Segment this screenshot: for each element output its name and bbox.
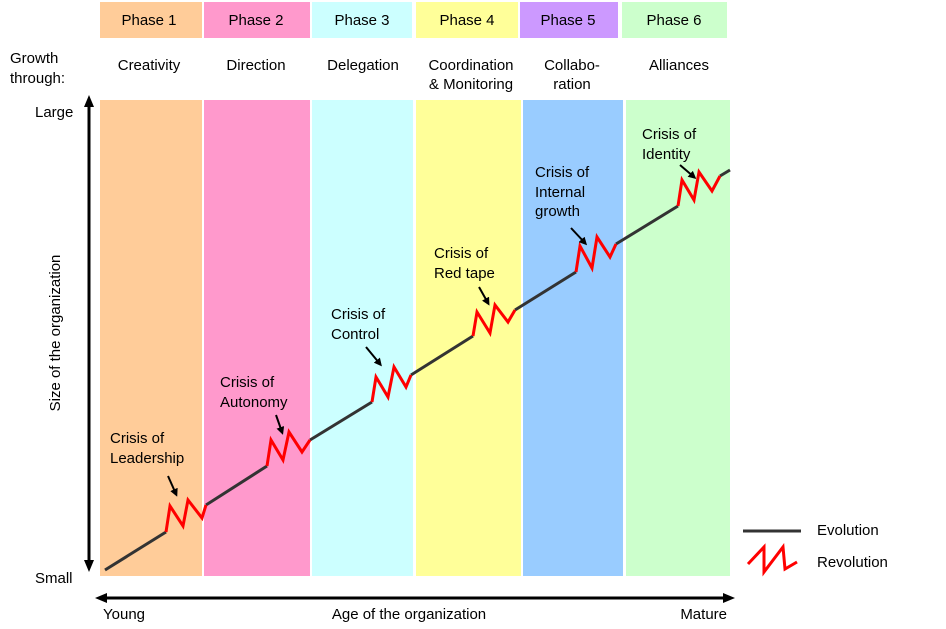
legend-evolution-label: Evolution: [817, 522, 879, 539]
arrow-icon: [365, 346, 382, 367]
arrow-right-icon: [723, 593, 735, 603]
growth-direction: Direction: [226, 57, 285, 74]
revolution-internal-growth: [574, 232, 618, 273]
crisis-internal-growth-1: Crisis of: [535, 164, 590, 181]
x-axis-right-label: Mature: [680, 606, 727, 623]
arrow-icon: [275, 414, 285, 435]
crisis-identity-1: Crisis of: [642, 126, 697, 143]
revolution-red-tape: [471, 301, 517, 338]
arrow-icon: [478, 286, 490, 306]
axis-arrowheads: [84, 95, 735, 603]
phase-6-band: [626, 100, 730, 576]
phase-2-label: Phase 2: [228, 12, 283, 29]
crisis-internal-growth-3: growth: [535, 203, 580, 220]
legend: Evolution Revolution: [743, 522, 888, 577]
crisis-leadership-2: Leadership: [110, 450, 184, 467]
growth-collaboration-1: Collabo-: [544, 57, 600, 74]
y-axis-top-label: Large: [35, 104, 73, 121]
phase-1-label: Phase 1: [121, 12, 176, 29]
crisis-labels: Crisis of Leadership Crisis of Autonomy …: [110, 126, 697, 467]
growth-coordination: Coordination: [428, 57, 513, 74]
revolution-control: [370, 362, 413, 403]
arrow-up-icon: [84, 95, 94, 107]
phase-5-label: Phase 5: [540, 12, 595, 29]
evolution-segment: [309, 400, 373, 442]
arrow-down-icon: [84, 560, 94, 572]
evolution-segment: [410, 334, 474, 377]
crisis-identity-2: Identity: [642, 146, 691, 163]
phase-1-header: [100, 2, 202, 38]
x-axis-label: Age of the organization: [332, 606, 486, 623]
phase-5-header: [520, 2, 618, 38]
crisis-internal-growth-2: Internal: [535, 184, 585, 201]
phase-2-header: [204, 2, 310, 38]
arrow-left-icon: [95, 593, 107, 603]
phase-3-header: [312, 2, 412, 38]
phase-6-header: [622, 2, 727, 38]
phase-bands: [100, 100, 730, 576]
phase-3-band: [312, 100, 413, 576]
growth-delegation: Delegation: [327, 57, 399, 74]
revolution-autonomy: [265, 428, 312, 467]
evolution-line: [104, 168, 731, 572]
evolution-segment: [514, 270, 577, 312]
crisis-red-tape-1: Crisis of: [434, 245, 489, 262]
growth-alliances: Alliances: [649, 57, 709, 74]
revolution-leadership: [164, 496, 208, 533]
growth-collaboration-2: ration: [553, 76, 591, 93]
evolution-segment: [615, 204, 679, 246]
growth-creativity: Creativity: [118, 57, 181, 74]
arrow-icon: [570, 227, 588, 246]
arrow-icon: [167, 475, 178, 497]
phase-3-label: Phase 3: [334, 12, 389, 29]
crisis-red-tape-2: Red tape: [434, 265, 495, 282]
evolution-segment: [719, 168, 731, 178]
phase-1-band: [100, 100, 202, 576]
legend-revolution-label: Revolution: [817, 554, 888, 571]
evolution-segment: [205, 464, 268, 507]
phase-6-label: Phase 6: [646, 12, 701, 29]
phase-4-header: [416, 2, 518, 38]
legend-revolution-swatch: [746, 543, 798, 577]
growth-through-label-2: through:: [10, 70, 65, 87]
crisis-control-1: Crisis of: [331, 306, 386, 323]
crisis-control-2: Control: [331, 326, 379, 343]
growth-through-label: Growth: [10, 50, 58, 67]
phase-headers: Phase 1 Phase 2 Phase 3 Phase 4 Phase 5 …: [100, 2, 727, 38]
y-axis-label: Size of the organization: [47, 255, 64, 412]
x-axis-left-label: Young: [103, 606, 145, 623]
axes: [87, 104, 726, 600]
growth-monitoring: & Monitoring: [429, 76, 513, 93]
revolution-line: [164, 168, 722, 533]
revolution-identity: [676, 168, 722, 207]
crisis-arrows: [167, 164, 697, 497]
phase-5-band: [523, 100, 623, 576]
crisis-autonomy-1: Crisis of: [220, 374, 275, 391]
evolution-segment: [104, 530, 167, 572]
phase-2-band: [204, 100, 310, 576]
crisis-leadership-1: Crisis of: [110, 430, 165, 447]
crisis-autonomy-2: Autonomy: [220, 394, 288, 411]
y-axis-bottom-label: Small: [35, 570, 73, 587]
arrow-icon: [679, 164, 697, 179]
phase-4-label: Phase 4: [439, 12, 494, 29]
